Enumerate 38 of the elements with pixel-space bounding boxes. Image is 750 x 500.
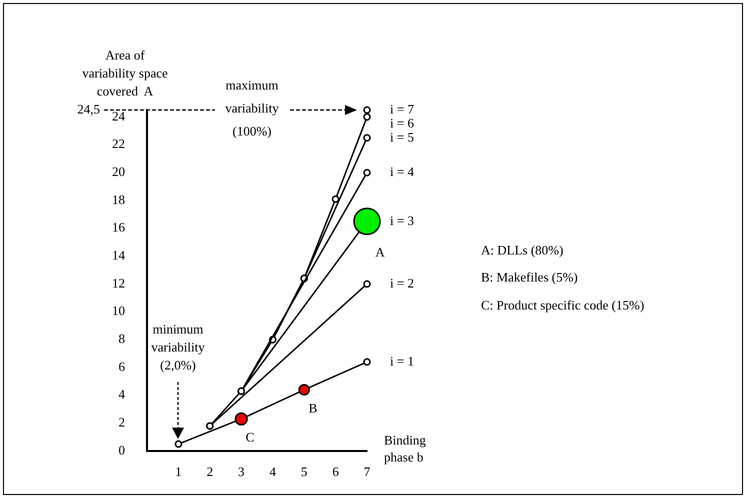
text: A: DLLs (80%): [481, 242, 564, 258]
x-tick-label: 4: [269, 464, 276, 480]
x-tick-label: 3: [238, 464, 245, 480]
ref-line-label: 24,5: [77, 101, 100, 116]
x-tick-label: 6: [332, 464, 340, 480]
series-label: i = 1: [390, 353, 414, 368]
x-axis-title: Binding phase b: [384, 432, 426, 464]
y-axis-title: Area of variability space covered A: [82, 47, 168, 98]
text: B: Makefiles (5%): [481, 269, 578, 284]
y-tick-label: 14: [112, 248, 126, 263]
text: A: [375, 244, 386, 260]
x-tick-label: 1: [175, 464, 182, 480]
y-tick-label: 18: [112, 192, 125, 207]
annotation: B: [308, 400, 318, 416]
series-label: i = 6: [390, 115, 414, 130]
annotation: C: [246, 429, 254, 444]
x-tick-label: 5: [300, 464, 308, 480]
series-label: i = 7: [390, 101, 414, 116]
x-tick-label: 2: [206, 464, 214, 480]
annotation: minimum variability (2,0%): [151, 321, 206, 372]
series-label: i = 5: [390, 129, 414, 144]
y-tick-label: 22: [112, 136, 125, 152]
y-tick-label: 4: [118, 386, 126, 402]
y-tick-label: 8: [118, 331, 125, 346]
series-label: i = 3: [390, 212, 414, 228]
series-label: i = 4: [390, 164, 414, 180]
y-tick-label: 0: [118, 442, 125, 458]
y-tick-label: 24: [112, 108, 126, 124]
annotation: maximum variability (100%): [225, 77, 280, 138]
y-tick-label: 2: [118, 414, 125, 430]
y-tick-label: 12: [112, 275, 125, 290]
y-tick-label: 10: [112, 303, 125, 318]
y-tick-label: 16: [112, 220, 126, 235]
y-tick-label: 20: [112, 164, 125, 180]
text: C: Product specific code (15%): [481, 297, 644, 312]
y-tick-label: 6: [118, 358, 126, 374]
series-label: i = 2: [390, 275, 414, 290]
x-tick-label: 7: [364, 464, 371, 480]
